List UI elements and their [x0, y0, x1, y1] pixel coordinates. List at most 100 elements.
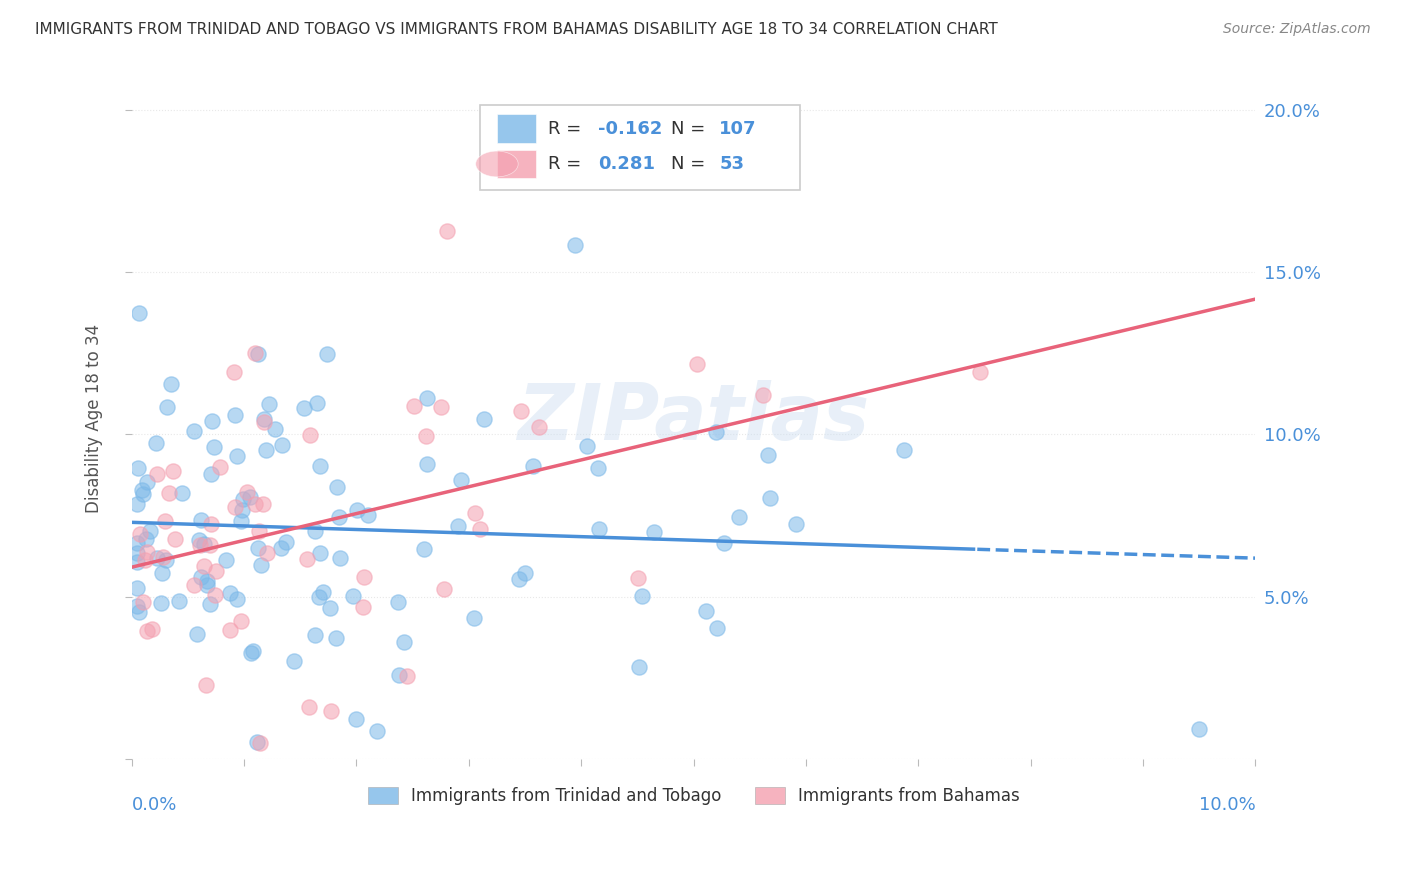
Point	[209, 460, 232, 475]
Point	[319, 600, 342, 615]
Point	[193, 537, 215, 551]
Point	[253, 411, 276, 425]
Text: 0.281: 0.281	[598, 155, 655, 173]
FancyBboxPatch shape	[496, 150, 536, 178]
Point	[470, 522, 492, 536]
Point	[706, 621, 728, 635]
Point	[316, 346, 339, 360]
Point	[141, 622, 163, 636]
Point	[134, 553, 156, 567]
Text: R =: R =	[547, 155, 586, 173]
Point	[186, 627, 208, 641]
Point	[295, 551, 318, 566]
Legend: Immigrants from Trinidad and Tobago, Immigrants from Bahamas: Immigrants from Trinidad and Tobago, Imm…	[361, 780, 1026, 812]
Point	[311, 585, 333, 599]
Point	[450, 474, 472, 488]
Point	[194, 678, 217, 692]
Point	[226, 591, 249, 606]
Text: ZIPatlas: ZIPatlas	[517, 380, 870, 456]
Point	[190, 570, 212, 584]
Point	[328, 510, 350, 524]
Point	[433, 582, 456, 597]
Point	[200, 516, 222, 531]
Point	[236, 484, 259, 499]
Point	[131, 483, 153, 497]
Point	[132, 595, 155, 609]
Point	[135, 545, 157, 559]
Point	[249, 736, 271, 750]
Point	[631, 589, 654, 603]
Point	[643, 524, 665, 539]
Point	[416, 458, 439, 472]
Point	[283, 654, 305, 668]
Text: R =: R =	[547, 120, 586, 137]
Point	[326, 480, 349, 494]
Point	[160, 376, 183, 391]
Point	[198, 538, 221, 552]
Point	[155, 514, 177, 528]
Point	[352, 599, 374, 614]
Point	[146, 467, 169, 482]
Point	[245, 497, 267, 511]
Point	[224, 408, 246, 422]
Point	[429, 401, 451, 415]
Point	[219, 585, 242, 599]
Point	[256, 546, 278, 560]
Point	[472, 412, 495, 426]
Point	[215, 553, 238, 567]
Point	[156, 400, 179, 414]
Point	[136, 624, 159, 638]
Point	[463, 611, 485, 625]
Point	[508, 572, 530, 586]
Point	[218, 623, 240, 637]
Point	[188, 533, 211, 547]
Text: Source: ZipAtlas.com: Source: ZipAtlas.com	[1223, 22, 1371, 37]
Point	[127, 460, 149, 475]
Point	[183, 424, 205, 438]
Point	[249, 558, 271, 573]
Point	[893, 442, 915, 457]
Point	[304, 628, 326, 642]
Point	[231, 614, 253, 628]
Point	[240, 646, 263, 660]
Point	[728, 509, 751, 524]
Point	[150, 596, 173, 610]
Point	[152, 549, 174, 564]
Point	[198, 597, 221, 611]
Point	[686, 357, 709, 371]
Point	[413, 541, 436, 556]
Point	[464, 506, 486, 520]
Point	[436, 224, 458, 238]
Point	[785, 516, 807, 531]
Point	[395, 669, 418, 683]
Point	[243, 346, 266, 360]
Point	[129, 527, 152, 541]
Point	[305, 396, 328, 410]
Point	[752, 388, 775, 402]
Point	[195, 578, 218, 592]
Point	[150, 566, 173, 580]
Point	[193, 558, 215, 573]
Point	[183, 577, 205, 591]
Circle shape	[475, 151, 519, 177]
Point	[527, 420, 550, 434]
Point	[127, 546, 149, 560]
Point	[329, 551, 352, 566]
Point	[353, 570, 375, 584]
Point	[257, 396, 280, 410]
Point	[713, 535, 735, 549]
Point	[128, 306, 150, 320]
Text: -0.162: -0.162	[598, 120, 662, 137]
Point	[252, 497, 274, 511]
Point	[402, 399, 425, 413]
Point	[200, 467, 222, 481]
Point	[231, 502, 253, 516]
Point	[197, 574, 219, 588]
Text: 53: 53	[720, 155, 744, 173]
Point	[447, 519, 470, 533]
Point	[222, 365, 245, 379]
Point	[204, 588, 226, 602]
Point	[388, 668, 411, 682]
Point	[224, 500, 246, 515]
Text: IMMIGRANTS FROM TRINIDAD AND TOBAGO VS IMMIGRANTS FROM BAHAMAS DISABILITY AGE 18: IMMIGRANTS FROM TRINIDAD AND TOBAGO VS I…	[35, 22, 998, 37]
